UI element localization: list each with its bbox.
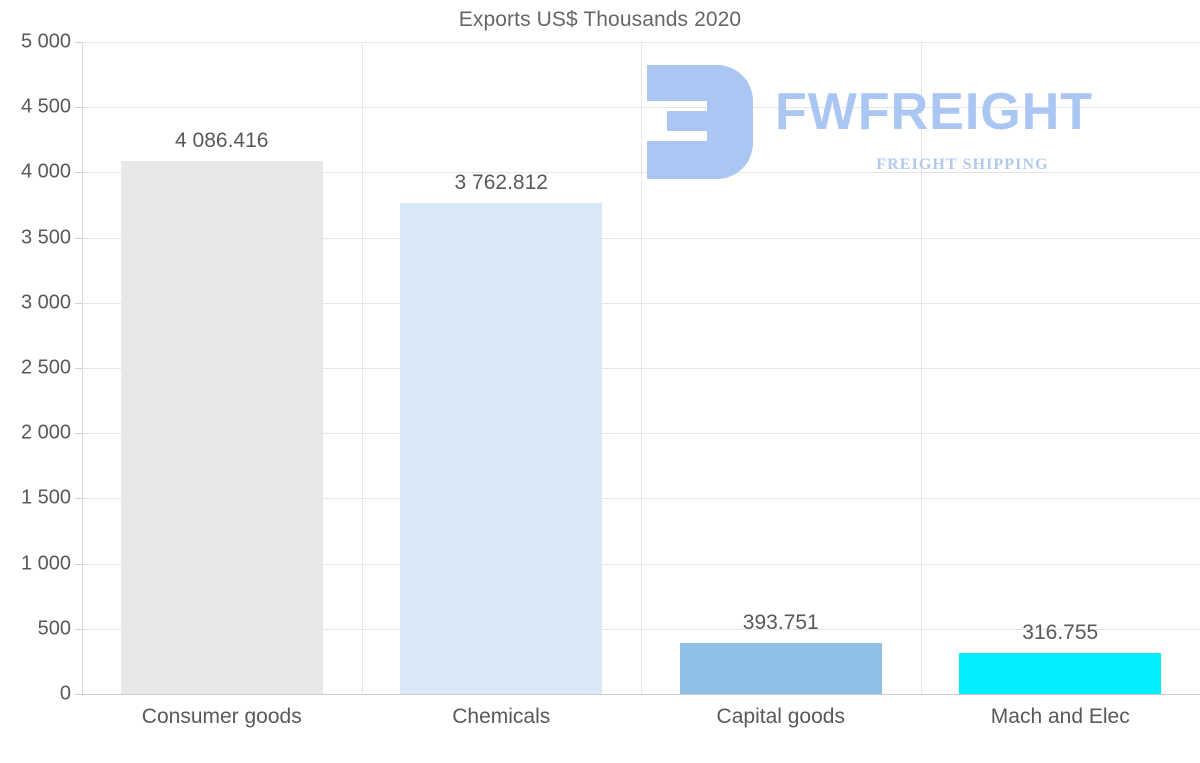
y-tick-mark (75, 368, 82, 369)
y-tick-mark (75, 563, 82, 565)
bar[interactable] (679, 642, 882, 694)
y-tick-mark (75, 107, 82, 109)
y-tick-mark (75, 628, 82, 630)
bar[interactable] (959, 652, 1162, 694)
x-axis-line (82, 694, 1200, 695)
y-tick-mark (75, 42, 82, 43)
y-tick-mark (75, 433, 82, 435)
bars-layer (82, 42, 1200, 694)
y-tick-mark (75, 694, 82, 695)
y-axis-line (82, 42, 83, 695)
x-tick-label: Chemicals (452, 705, 551, 728)
bar-value-label: 3 762.812 (454, 171, 548, 195)
x-tick-label: Capital goods (716, 705, 845, 728)
y-tick-label: 5 000 (20, 30, 71, 53)
chart-title: Exports US$ Thousands 2020 (458, 8, 742, 31)
y-tick-label: 2 500 (20, 356, 71, 379)
y-tick-label: 4 500 (20, 95, 71, 118)
y-tick-mark (75, 302, 82, 304)
x-tick-label: Consumer goods (141, 705, 302, 728)
x-tick-label: Mach and Elec (990, 705, 1130, 728)
plot-area (82, 42, 1200, 695)
y-tick-label: 2 000 (20, 421, 71, 444)
bar-value-label: 4 086.416 (175, 129, 269, 153)
y-tick-label: 1 500 (20, 486, 71, 509)
gridline-vertical (361, 42, 363, 694)
bar[interactable] (120, 161, 323, 694)
y-tick-mark (75, 172, 82, 174)
y-tick-label: 3 000 (20, 291, 71, 314)
y-tick-label: 3 500 (20, 226, 71, 249)
y-tick-label: 500 (37, 617, 71, 640)
gridline-vertical (641, 42, 642, 694)
bar-value-label: 393.751 (742, 610, 819, 634)
y-tick-label: 1 000 (20, 552, 71, 575)
y-tick-mark (75, 237, 82, 239)
gridline-vertical (920, 42, 922, 694)
y-tick-label: 4 000 (20, 160, 71, 183)
y-tick-label: 0 (59, 682, 71, 705)
bar[interactable] (400, 203, 603, 694)
y-axis-ticks: 0 500 1 000 1 500 2 000 2 500 3 000 3 500 4 000 4… (0, 0, 71, 763)
bar-value-label: 316.755 (1022, 620, 1099, 644)
y-tick-mark (75, 498, 82, 500)
